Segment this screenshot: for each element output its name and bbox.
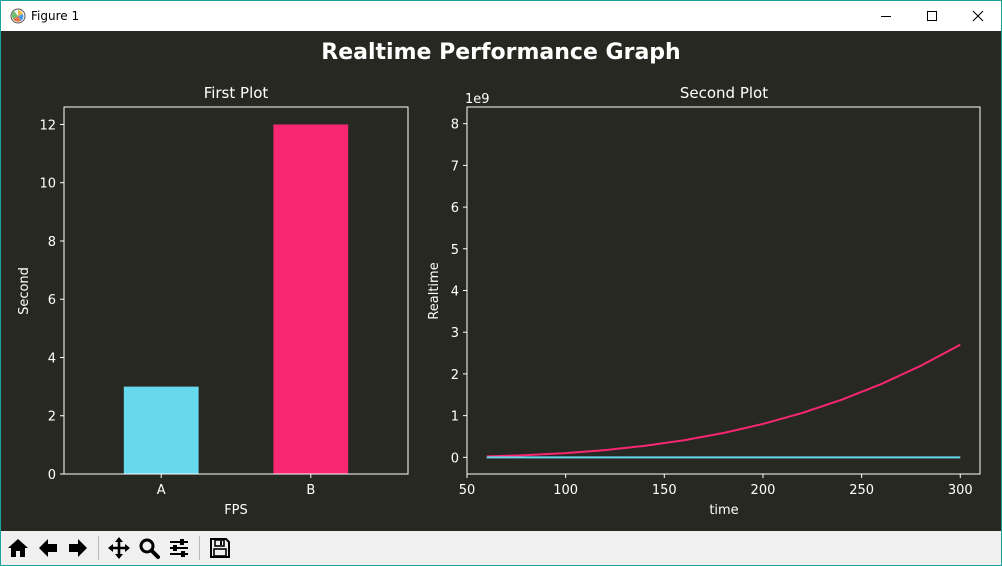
navigation-toolbar (1, 531, 1001, 565)
maximize-button[interactable] (909, 1, 955, 31)
configure-subplots-icon (170, 539, 188, 557)
x-tick-label: 200 (751, 483, 776, 498)
y-tick-label: 5 (451, 243, 459, 258)
home-button[interactable] (4, 534, 32, 562)
home-icon (8, 539, 28, 557)
pan-button[interactable] (105, 534, 133, 562)
x-tick-label: A (157, 483, 166, 498)
y-tick-label: 4 (451, 285, 459, 300)
second-plot-ylabel: Realtime (427, 262, 442, 319)
figure-svg: Realtime Performance Graph First Plot FP… (17, 40, 981, 518)
forward-button[interactable] (64, 534, 92, 562)
x-tick-label: 50 (459, 483, 476, 498)
zoom-icon (139, 538, 160, 559)
y-tick-label: 2 (451, 368, 459, 383)
back-button[interactable] (34, 534, 62, 562)
zoom-button[interactable] (135, 534, 163, 562)
bar-a (123, 386, 199, 474)
y-tick-label: 8 (451, 118, 459, 133)
first-plot-ylabel: Second (17, 267, 32, 315)
pan-icon (108, 537, 130, 559)
figure-canvas: Realtime Performance Graph First Plot FP… (1, 31, 1001, 531)
y-tick-label: 12 (39, 118, 56, 133)
second-plot-xlabel: time (709, 503, 738, 518)
close-button[interactable] (955, 1, 1001, 31)
toolbar-separator (199, 536, 200, 560)
y-tick-label: 2 (48, 410, 56, 425)
first-plot-axes: First Plot FPS Second A B 0 2 4 6 8 10 12 (17, 84, 409, 518)
save-button[interactable] (206, 534, 234, 562)
toolbar-separator (98, 536, 99, 560)
close-icon (972, 10, 984, 22)
bar-b (273, 124, 349, 474)
y-tick-label: 10 (39, 177, 56, 192)
y-tick-label: 6 (48, 293, 56, 308)
x-tick-label: 150 (652, 483, 677, 498)
back-icon (39, 539, 57, 557)
figure-suptitle: Realtime Performance Graph (321, 40, 680, 65)
y-tick-label: 0 (451, 451, 459, 466)
x-tick-label: 300 (948, 483, 973, 498)
minimize-button[interactable] (863, 1, 909, 31)
second-plot-offset-label: 1e9 (465, 92, 490, 107)
minimize-icon (881, 16, 891, 17)
y-tick-label: 0 (48, 468, 56, 483)
configure-subplots-button[interactable] (165, 534, 193, 562)
x-tick-label: B (306, 483, 315, 498)
y-tick-label: 8 (48, 235, 56, 250)
x-tick-label: 100 (553, 483, 578, 498)
y-tick-label: 7 (451, 159, 459, 174)
first-plot-xlabel: FPS (224, 503, 248, 518)
x-tick-label: 250 (849, 483, 874, 498)
save-icon (210, 538, 230, 558)
y-tick-label: 3 (451, 326, 459, 341)
axes-frame (466, 106, 981, 475)
window-title: Figure 1 (31, 9, 80, 23)
first-plot-title: First Plot (204, 84, 269, 102)
matplotlib-logo-icon (10, 8, 26, 24)
y-tick-label: 1 (451, 410, 459, 425)
y-tick-label: 4 (48, 351, 56, 366)
line-series-1 (486, 343, 961, 458)
axes-frame (63, 106, 409, 475)
title-bar: Figure 1 (1, 1, 1001, 31)
forward-icon (69, 539, 87, 557)
y-tick-label: 6 (451, 201, 459, 216)
second-plot-title: Second Plot (680, 84, 768, 102)
maximize-icon (927, 11, 937, 21)
second-plot-axes: Second Plot time Realtime 1e9 50 100 150 20… (427, 84, 981, 518)
